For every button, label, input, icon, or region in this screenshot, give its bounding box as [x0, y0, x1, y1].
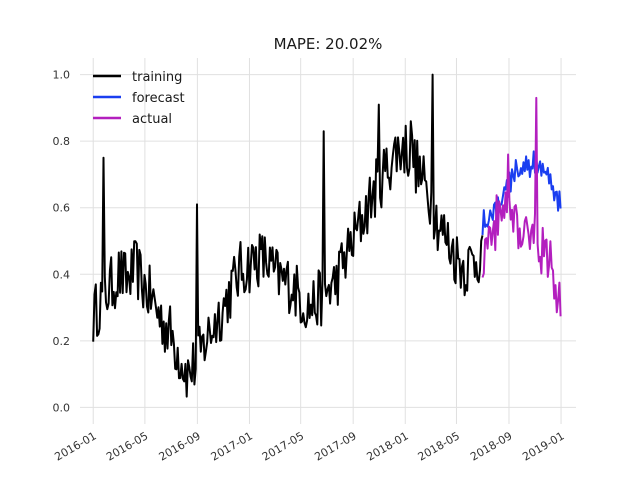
- x-tick-label: 2016-09: [157, 429, 203, 463]
- legend-label-training: training: [132, 70, 182, 85]
- x-tick-label: 2018-09: [468, 429, 514, 463]
- x-tick-label: 2016-01: [52, 429, 98, 463]
- chart-title: MAPE: 20.02%: [274, 35, 383, 53]
- x-tick-label: 2016-05: [104, 429, 150, 463]
- y-tick-label: 1.0: [53, 69, 71, 82]
- legend-label-forecast: forecast: [132, 91, 185, 106]
- y-tick-label: 0.6: [53, 202, 71, 215]
- legend: training forecast actual: [93, 70, 185, 127]
- y-tick-label: 0.0: [53, 401, 71, 414]
- x-tick-label: 2017-01: [209, 429, 255, 463]
- x-tick-label: 2018-05: [416, 429, 462, 463]
- y-tick-label: 0.8: [53, 135, 71, 148]
- x-tick-label: 2018-01: [364, 429, 410, 463]
- legend-label-actual: actual: [132, 112, 172, 127]
- y-tick-label: 0.2: [53, 335, 71, 348]
- x-tick-label: 2017-09: [312, 429, 358, 463]
- series-line-actual: [481, 96, 562, 317]
- series-line-training: [92, 73, 484, 398]
- x-tick-label: 2019-01: [520, 429, 566, 463]
- y-tick-label: 0.4: [53, 268, 71, 281]
- series-lines: [92, 73, 562, 398]
- x-tick-label: 2017-05: [260, 429, 306, 463]
